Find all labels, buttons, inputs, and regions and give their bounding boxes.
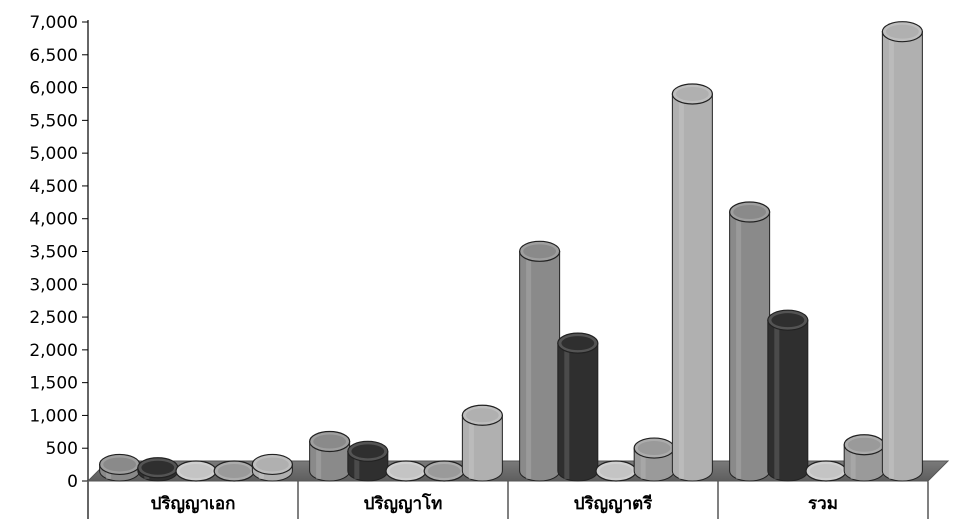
cylinder-top-inner [351,444,385,459]
cylinder-bar [881,21,923,482]
y-tick-label: 3,500 [29,243,78,263]
cylinder-bar [767,309,809,482]
category-label: รวม [808,494,838,514]
y-tick-label: 5,000 [29,144,78,164]
cylinder-bar [213,460,255,482]
cylinder-top-inner [523,244,557,259]
cylinder-body [881,31,923,482]
cylinder-top-inner [465,408,499,423]
cylinder-top-inner [103,457,137,472]
cylinder-top-inner [885,24,919,39]
cylinder-top-inner [847,437,881,452]
y-tick-label: 500 [46,439,78,459]
cylinder-top-inner [313,434,347,449]
cylinder-bar [729,201,771,482]
y-tick-label: 4,000 [29,210,78,230]
y-tick-label: 6,000 [29,79,78,99]
y-tick-label: 6,500 [29,46,78,66]
cylinder-top-inner [809,464,843,478]
category-label: ปริญญาโท [364,493,443,514]
y-tick-label: 7,000 [29,13,78,33]
cylinder-bar [99,453,141,482]
cylinder-top-inner [255,457,289,472]
cylinder-bar [557,332,599,482]
cylinder-top-inner [141,460,175,475]
cylinder-bar [423,460,465,482]
cylinder-bar [671,83,713,482]
cylinder-body [519,250,561,482]
cylinder-top-inner [733,204,767,219]
cylinder-top-inner [561,336,595,351]
y-tick-label: 2,000 [29,341,78,361]
cylinder-bar [251,453,293,482]
y-tick-label: 0 [67,472,78,492]
cylinder-bar [347,440,389,482]
cylinder-body [671,93,713,482]
cylinder-top-inner [675,86,709,101]
cylinder-top-inner [637,441,671,456]
cylinder-bar [461,404,503,482]
category-label: ปริญญาตรี [574,493,653,514]
cylinder-top-inner [599,464,633,478]
cylinder-top-inner [179,464,213,478]
y-tick-label: 4,500 [29,177,78,197]
y-tick-label: 2,500 [29,308,78,328]
cylinder-body [729,211,771,482]
y-tick-label: 3,000 [29,275,78,295]
labels-layer: 7,000 6,500 6,000 5,500 5,000 4,500 4,000 3,500… [29,13,838,514]
cylinder-top-inner [217,464,251,478]
category-label: ปริญญาเอก [151,494,236,514]
cylinder-bar [309,430,351,482]
cylinder-body [767,319,809,482]
cylinder-top-inner [389,464,423,478]
cylinder-body [557,342,599,482]
bars-layer [99,21,923,482]
cylinder-bar [633,437,675,482]
cylinder-bar [519,240,561,482]
y-tick-label: 5,500 [29,111,78,131]
y-tick-label: 1,500 [29,374,78,394]
cylinder-bar [385,460,427,482]
cylinder-top-inner [771,313,805,328]
cylinder-top-inner [427,464,461,478]
cylinder-bar [805,460,847,482]
cylinder-bar [595,460,637,482]
cylinder-bar [843,434,885,482]
cylinder-bar [137,457,179,482]
y-tick-label: 1,000 [29,406,78,426]
cylinder-bar [175,460,217,482]
